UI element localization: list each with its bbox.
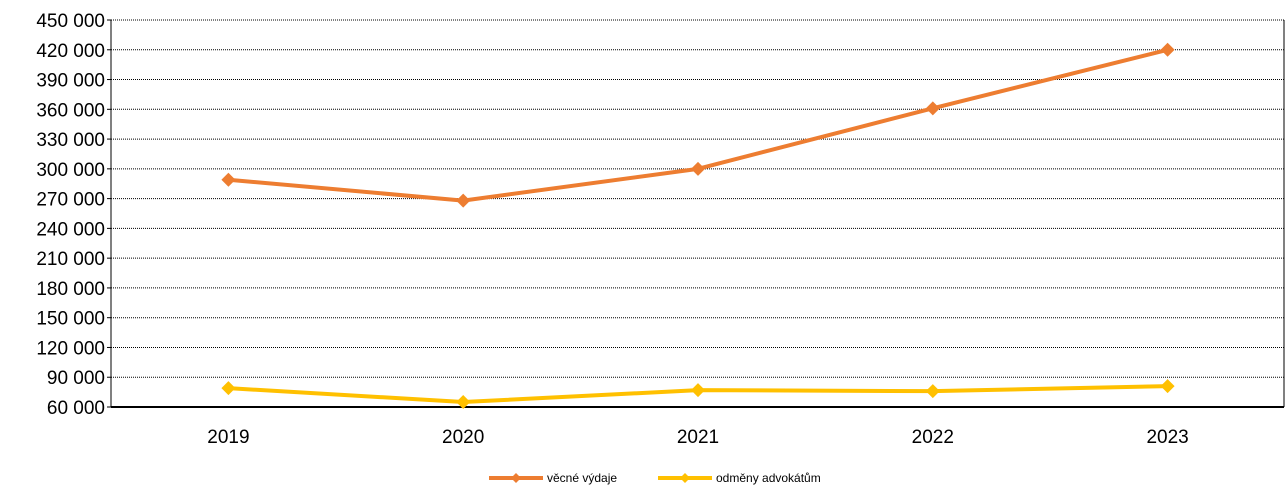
x-tick-label: 2020 [442,427,484,448]
series-line [228,47,1169,203]
series-věcné-výdaje [221,42,1175,208]
data-point [1160,42,1175,57]
x-tick-label: 2022 [912,427,954,448]
legend-item: věcné výdaje [489,471,617,485]
y-tick-label: 150 000 [36,309,105,330]
data-point [1160,379,1175,394]
data-point [221,172,236,187]
y-tick-label: 60 000 [47,398,105,419]
data-point [456,395,471,410]
y-tick-label: 90 000 [47,368,105,389]
data-point [691,161,705,176]
legend-label: věcné výdaje [547,471,617,485]
y-tick-label: 450 000 [36,11,105,32]
data-point [925,384,940,399]
data-point [221,381,236,396]
y-tick-label: 330 000 [36,130,105,151]
y-tick-label: 180 000 [36,279,105,300]
y-axis-ticks: 60 000 90 000 120 000 150 000 180 000 210 000… [36,11,105,419]
y-tick-label: 360 000 [36,100,105,121]
y-tick-label: 210 000 [36,249,105,270]
data-point [925,101,940,116]
legend: věcné výdaje odměny advokátům [489,471,821,485]
y-tick-label: 390 000 [36,71,105,92]
x-tick-label: 2019 [207,427,249,448]
y-tick-label: 120 000 [36,338,105,359]
axes [107,19,1285,408]
y-tick-label: 300 000 [36,160,105,181]
series [221,42,1175,410]
data-point [691,383,705,398]
y-tick-label: 270 000 [36,190,105,211]
x-tick-label: 2021 [677,427,719,448]
legend-marker [511,473,521,483]
x-tick-label: 2023 [1146,427,1188,448]
gridlines [111,19,1284,378]
series-odměny-advokátům [221,379,1175,410]
legend-item: odměny advokátům [658,471,821,485]
legend-marker [680,473,690,483]
legend-label: odměny advokátům [716,471,821,485]
y-tick-label: 240 000 [36,219,105,240]
x-axis-ticks: 2019 2020 2021 2022 2023 [207,427,1188,448]
data-point [456,193,471,208]
y-tick-label: 420 000 [36,41,105,62]
